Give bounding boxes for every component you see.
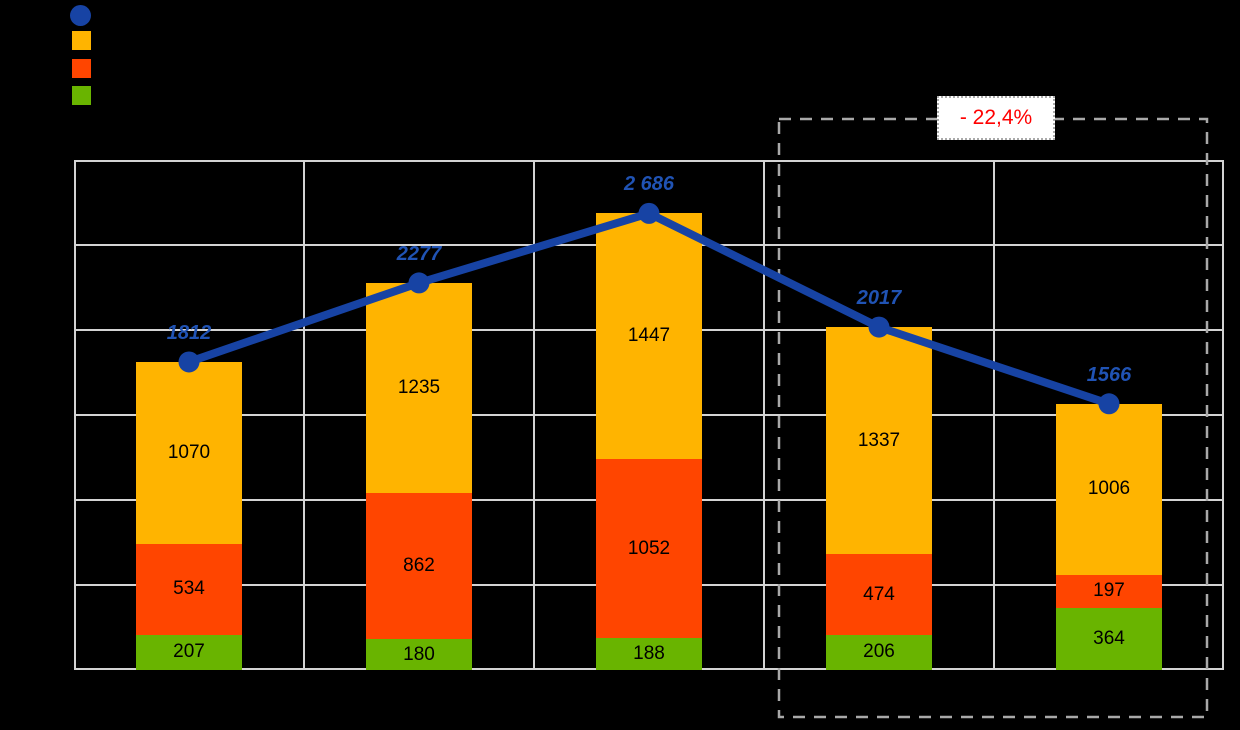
bar-segment-label: 1006 <box>1087 478 1131 500</box>
bar-segment-label: 1070 <box>167 442 211 464</box>
bar-segment-label: 197 <box>1093 580 1125 602</box>
bar-segment-label: 474 <box>863 583 895 605</box>
chart-legend <box>0 0 260 115</box>
bar-segment-label: 862 <box>403 555 435 577</box>
line-point-label: 2017 <box>856 287 902 310</box>
legend-green-series-icon <box>72 86 91 105</box>
bar-segment-orange <box>136 544 242 635</box>
bar-segment-orange <box>366 492 472 640</box>
line-point-label: 1566 <box>1086 363 1132 386</box>
bar-segment-label: 364 <box>1093 628 1125 650</box>
bar-segment-label: 1052 <box>627 537 671 559</box>
bar-segment-label: 207 <box>173 641 205 663</box>
bar-segment-label: 206 <box>863 641 895 663</box>
bar-segment-orange <box>596 459 702 639</box>
gridline-vertical <box>303 160 305 670</box>
bar-segment-label: 1447 <box>627 325 671 347</box>
gridline-vertical <box>763 160 765 670</box>
line-point-label: 1812 <box>166 321 212 344</box>
bar-segment-label: 1235 <box>397 376 441 398</box>
bar-segment-label: 180 <box>403 643 435 665</box>
percent-change-annotation: - 22,4% <box>937 96 1055 140</box>
bar-segment-green <box>366 639 472 670</box>
gridline-vertical <box>993 160 995 670</box>
legend-yellow-series-icon <box>72 31 91 50</box>
bar-segment-label: 1337 <box>857 429 901 451</box>
line-point-label: 2 686 <box>623 173 675 196</box>
legend-line-marker-icon <box>70 5 91 26</box>
line-point-label: 2277 <box>396 242 442 265</box>
bar-segment-green <box>596 638 702 670</box>
bar-segment-label: 188 <box>633 643 665 665</box>
bar-segment-green <box>136 634 242 670</box>
legend-orange-series-icon <box>72 59 91 78</box>
gridline-vertical <box>533 160 535 670</box>
bar-segment-label: 534 <box>173 578 205 600</box>
